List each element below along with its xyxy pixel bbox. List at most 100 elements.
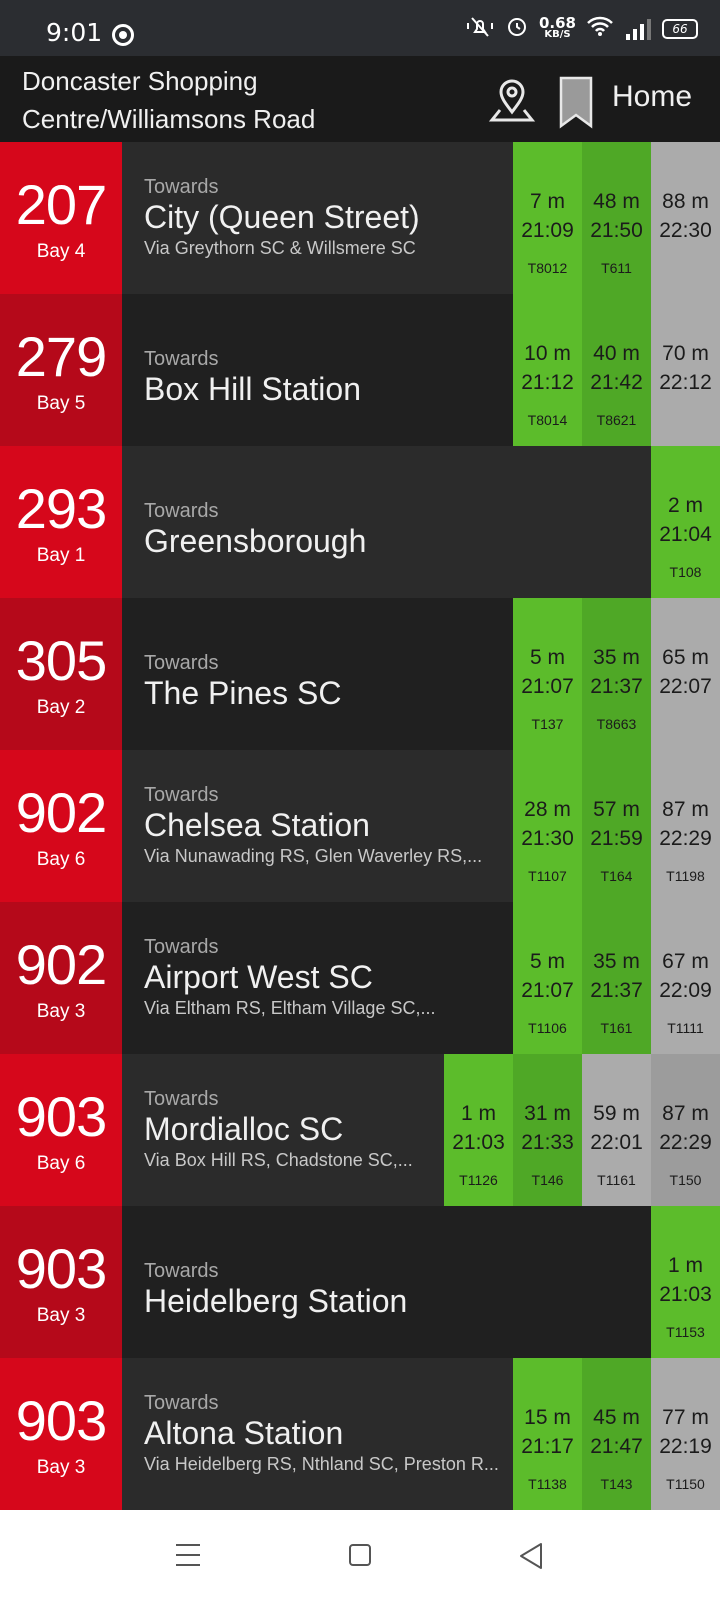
departure-time-cell[interactable]: 28 m 21:30 T1107 xyxy=(513,750,582,902)
vehicle-id: T1161 xyxy=(597,1172,636,1188)
departure-clock: 21:04 xyxy=(659,523,712,546)
minutes-away: 2 m xyxy=(667,494,703,517)
departure-row[interactable]: 902 Bay 3 Towards Airport West SC Via Eltham… xyxy=(0,902,720,1054)
minutes-away: 1 m xyxy=(460,1102,496,1125)
towards-label: Towards xyxy=(144,500,219,522)
departure-time-cell[interactable]: 2 m 21:04 T108 xyxy=(651,446,720,598)
destination-name: Chelsea Station xyxy=(144,807,370,843)
status-bar: 9:01 0.68 KB/S 66 xyxy=(0,0,720,56)
home-nav-icon[interactable] xyxy=(349,1544,371,1566)
network-speed: 0.68 KB/S xyxy=(539,15,576,41)
recent-apps-icon[interactable] xyxy=(176,1544,200,1566)
departure-time-cell[interactable]: 1 m 21:03 T1126 xyxy=(444,1054,513,1206)
departure-time-cell[interactable]: 59 m 22:01 T1161 xyxy=(582,1054,651,1206)
minutes-away: 7 m xyxy=(529,190,565,213)
minutes-away: 10 m xyxy=(524,342,571,365)
minutes-away: 15 m xyxy=(524,1406,571,1429)
bay-label: Bay 3 xyxy=(36,1305,86,1326)
departure-clock: 22:01 xyxy=(590,1131,643,1154)
vehicle-id: T1107 xyxy=(528,868,567,884)
route-badge: 903 Bay 3 xyxy=(0,1206,122,1358)
departure-clock: 21:17 xyxy=(521,1435,574,1458)
departure-time-cell[interactable]: 35 m 21:37 T8663 xyxy=(582,598,651,750)
towards-label: Towards xyxy=(144,1260,219,1282)
departure-time-cell[interactable]: 5 m 21:07 T137 xyxy=(513,598,582,750)
route-number: 903 xyxy=(15,1389,107,1452)
vehicle-id: T150 xyxy=(669,1172,702,1188)
via-text: Via Greythorn SC & Willsmere SC xyxy=(144,238,416,258)
departure-time-cell[interactable]: 87 m 22:29 T150 xyxy=(651,1054,720,1206)
route-number: 902 xyxy=(15,781,107,844)
minutes-away: 70 m xyxy=(662,342,709,365)
via-text: Via Heidelberg RS, Nthland SC, Preston R… xyxy=(144,1454,499,1474)
destination-name: Heidelberg Station xyxy=(144,1283,408,1319)
route-badge: 902 Bay 3 xyxy=(0,902,122,1054)
departure-clock: 21:07 xyxy=(521,675,574,698)
departure-time-cell[interactable]: 35 m 21:37 T161 xyxy=(582,902,651,1054)
vehicle-id: T1150 xyxy=(666,1476,705,1492)
via-text: Via Eltham RS, Eltham Village SC,... xyxy=(144,998,436,1018)
departure-time-cell[interactable]: 65 m 22:07 xyxy=(651,598,720,750)
departure-row[interactable]: 207 Bay 4 Towards City (Queen Street) Via Gr… xyxy=(0,142,720,294)
towards-label: Towards xyxy=(144,784,219,806)
departure-clock: 21:09 xyxy=(521,219,574,242)
bay-label: Bay 3 xyxy=(36,1457,86,1478)
back-icon[interactable] xyxy=(518,1542,544,1570)
departure-time-cell[interactable]: 67 m 22:09 T1111 xyxy=(651,902,720,1054)
departure-row[interactable]: 903 Bay 3 Towards Altona Station Via Heidelb… xyxy=(0,1358,720,1510)
departure-times: 28 m 21:30 T1107 57 m 21:59 T164 87 m 22:29 T119… xyxy=(513,750,720,902)
departure-time-cell[interactable]: 15 m 21:17 T1138 xyxy=(513,1358,582,1510)
vehicle-id: T611 xyxy=(601,260,632,276)
departure-clock: 21:59 xyxy=(590,827,643,850)
towards-label: Towards xyxy=(144,652,219,674)
departure-time-cell[interactable]: 31 m 21:33 T146 xyxy=(513,1054,582,1206)
minutes-away: 1 m xyxy=(667,1254,703,1277)
departure-time-cell[interactable]: 48 m 21:50 T611 xyxy=(582,142,651,294)
destination-name: City (Queen Street) xyxy=(144,199,420,235)
minutes-away: 57 m xyxy=(593,798,640,821)
departure-times: 2 m 21:04 T108 xyxy=(651,446,720,598)
departure-row[interactable]: 903 Bay 6 Towards Mordialloc SC Via Box Hill… xyxy=(0,1054,720,1206)
vehicle-id: T1138 xyxy=(528,1476,567,1492)
destination-name: Box Hill Station xyxy=(144,371,361,407)
departure-row[interactable]: 293 Bay 1 Towards Greensborough 2 m 21:04 T108 xyxy=(0,446,720,598)
departure-time-cell[interactable]: 40 m 21:42 T8621 xyxy=(582,294,651,446)
departure-clock: 21:47 xyxy=(590,1435,643,1458)
bay-label: Bay 4 xyxy=(36,241,86,262)
destination-name: Mordialloc SC xyxy=(144,1111,344,1147)
departure-times: 5 m 21:07 T1106 35 m 21:37 T161 67 m 22:09 T1111 xyxy=(513,902,720,1054)
bay-label: Bay 1 xyxy=(36,545,86,566)
app-header: Doncaster Shopping Centre/Williamsons Ro… xyxy=(0,56,720,142)
vehicle-id: T137 xyxy=(531,716,564,732)
departure-row[interactable]: 279 Bay 5 Towards Box Hill Station 10 m 21:12… xyxy=(0,294,720,446)
departure-row[interactable]: 903 Bay 3 Towards Heidelberg Station 1 m 21:0… xyxy=(0,1206,720,1358)
departure-time-cell[interactable]: 87 m 22:29 T1198 xyxy=(651,750,720,902)
home-button[interactable]: Home xyxy=(612,80,693,113)
departure-row[interactable]: 305 Bay 2 Towards The Pines SC 5 m 21:07 T137 3… xyxy=(0,598,720,750)
departure-time-cell[interactable]: 45 m 21:47 T143 xyxy=(582,1358,651,1510)
departure-time-cell[interactable]: 10 m 21:12 T8014 xyxy=(513,294,582,446)
route-number: 279 xyxy=(15,325,107,388)
departure-time-cell[interactable]: 57 m 21:59 T164 xyxy=(582,750,651,902)
departure-time-cell[interactable]: 70 m 22:12 xyxy=(651,294,720,446)
departure-clock: 21:30 xyxy=(521,827,574,850)
via-text: Via Box Hill RS, Chadstone SC,... xyxy=(144,1150,413,1170)
route-number: 903 xyxy=(15,1085,107,1148)
vehicle-id: T1126 xyxy=(459,1172,498,1188)
departure-time-cell[interactable]: 77 m 22:19 T1150 xyxy=(651,1358,720,1510)
departure-time-cell[interactable]: 5 m 21:07 T1106 xyxy=(513,902,582,1054)
map-pin-icon[interactable] xyxy=(486,74,538,126)
vehicle-id: T1111 xyxy=(667,1020,704,1036)
departure-time-cell[interactable]: 88 m 22:30 xyxy=(651,142,720,294)
destination-block: Towards Box Hill Station xyxy=(122,294,513,446)
departure-clock: 21:03 xyxy=(452,1131,505,1154)
departure-time-cell[interactable]: 7 m 21:09 T8012 xyxy=(513,142,582,294)
minutes-away: 67 m xyxy=(662,950,709,973)
destination-block: Towards Heidelberg Station xyxy=(122,1206,651,1358)
departure-time-cell[interactable]: 1 m 21:03 T1153 xyxy=(651,1206,720,1358)
route-badge: 293 Bay 1 xyxy=(0,446,122,598)
status-icons: 0.68 KB/S 66 xyxy=(465,14,698,43)
bookmark-icon[interactable] xyxy=(558,76,594,130)
departure-row[interactable]: 902 Bay 6 Towards Chelsea Station Via Nunawa… xyxy=(0,750,720,902)
departure-clock: 21:42 xyxy=(590,371,643,394)
